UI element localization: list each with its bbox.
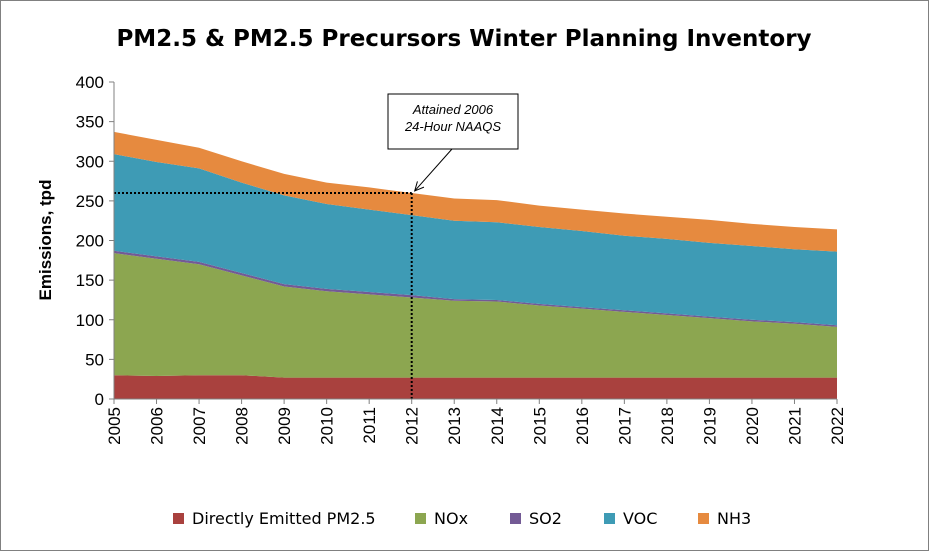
- area-voc: [114, 154, 837, 326]
- x-tick-label: 2011: [360, 407, 379, 444]
- area-layers: [114, 131, 837, 399]
- annotation-text: Attained 2006: [412, 102, 494, 117]
- legend-label: NOx: [434, 509, 468, 528]
- x-tick-label: 2008: [233, 407, 252, 445]
- x-tick-label: 2022: [828, 407, 847, 445]
- annotation-box: [387, 93, 519, 150]
- x-tick-label: 2010: [318, 407, 337, 445]
- legend-item-voc: VOC: [604, 509, 657, 528]
- x-tick-label: 2012: [403, 407, 422, 445]
- legend-swatch: [698, 513, 709, 524]
- x-tick-label: 2021: [785, 407, 804, 445]
- y-axis-title: Emissions, tpd: [36, 180, 55, 301]
- legend-swatch: [510, 513, 521, 524]
- legend-item-nox: NOx: [415, 509, 468, 528]
- legend-label: VOC: [623, 509, 657, 528]
- annotation-arrow-line: [414, 148, 453, 192]
- x-tick-label: 2007: [190, 407, 209, 445]
- annotation-arrowhead: [413, 181, 425, 192]
- reference-lines: [114, 191, 413, 399]
- area-nox: [114, 253, 837, 378]
- y-tick-label: 200: [76, 232, 104, 251]
- legend-item-directly-emitted-pm2-5: Directly Emitted PM2.5: [173, 509, 376, 528]
- legend-swatch: [173, 513, 184, 524]
- legend-label: NH3: [717, 509, 751, 528]
- legend-item-so2: SO2: [510, 509, 562, 528]
- y-tick-label: 100: [76, 311, 104, 330]
- y-tick-label: 50: [85, 350, 104, 369]
- y-tick-label: 0: [95, 390, 104, 409]
- y-tick-label: 250: [76, 192, 104, 211]
- x-tick-label: 2016: [573, 407, 592, 445]
- legend-label: Directly Emitted PM2.5: [192, 509, 376, 528]
- annotation-text: 24-Hour NAAQS: [404, 119, 501, 134]
- x-tick-label: 2018: [658, 407, 677, 445]
- legend-label: SO2: [529, 509, 562, 528]
- area-directly-emitted-pm2-5: [114, 375, 837, 399]
- x-tick-label: 2020: [743, 407, 762, 445]
- x-tick-label: 2017: [615, 407, 634, 445]
- x-tick-label: 2009: [275, 407, 294, 445]
- x-tick-labels: 2005 2006 2007 2008 2009 2010 2011 2012 2013 2014…: [105, 407, 847, 445]
- x-tick-label: 2013: [445, 407, 464, 445]
- area-nh3: [114, 131, 837, 252]
- x-tick-label: 2019: [700, 407, 719, 445]
- legend-swatch: [415, 513, 426, 524]
- x-tick-label: 2006: [148, 407, 167, 445]
- legend-swatch: [604, 513, 615, 524]
- legend-item-nh3: NH3: [698, 509, 751, 528]
- y-tick-label: 300: [76, 152, 104, 171]
- y-tick-label: 400: [76, 73, 104, 92]
- annotation-callout: Attained 2006 24-Hour NAAQS: [387, 93, 519, 192]
- y-tick-labels: 0 50 100 150 200 250 300 350 400: [76, 73, 104, 409]
- x-tick-label: 2005: [105, 407, 124, 445]
- axes: [109, 81, 838, 404]
- x-tick-label: 2015: [530, 407, 549, 445]
- legend: Directly Emitted PM2.5 NOx SO2 VOC NH3: [173, 509, 751, 528]
- y-tick-label: 150: [76, 271, 104, 290]
- chart-title: PM2.5 & PM2.5 Precursors Winter Planning…: [116, 26, 811, 52]
- y-tick-label: 350: [76, 113, 104, 132]
- x-tick-label: 2014: [488, 407, 507, 445]
